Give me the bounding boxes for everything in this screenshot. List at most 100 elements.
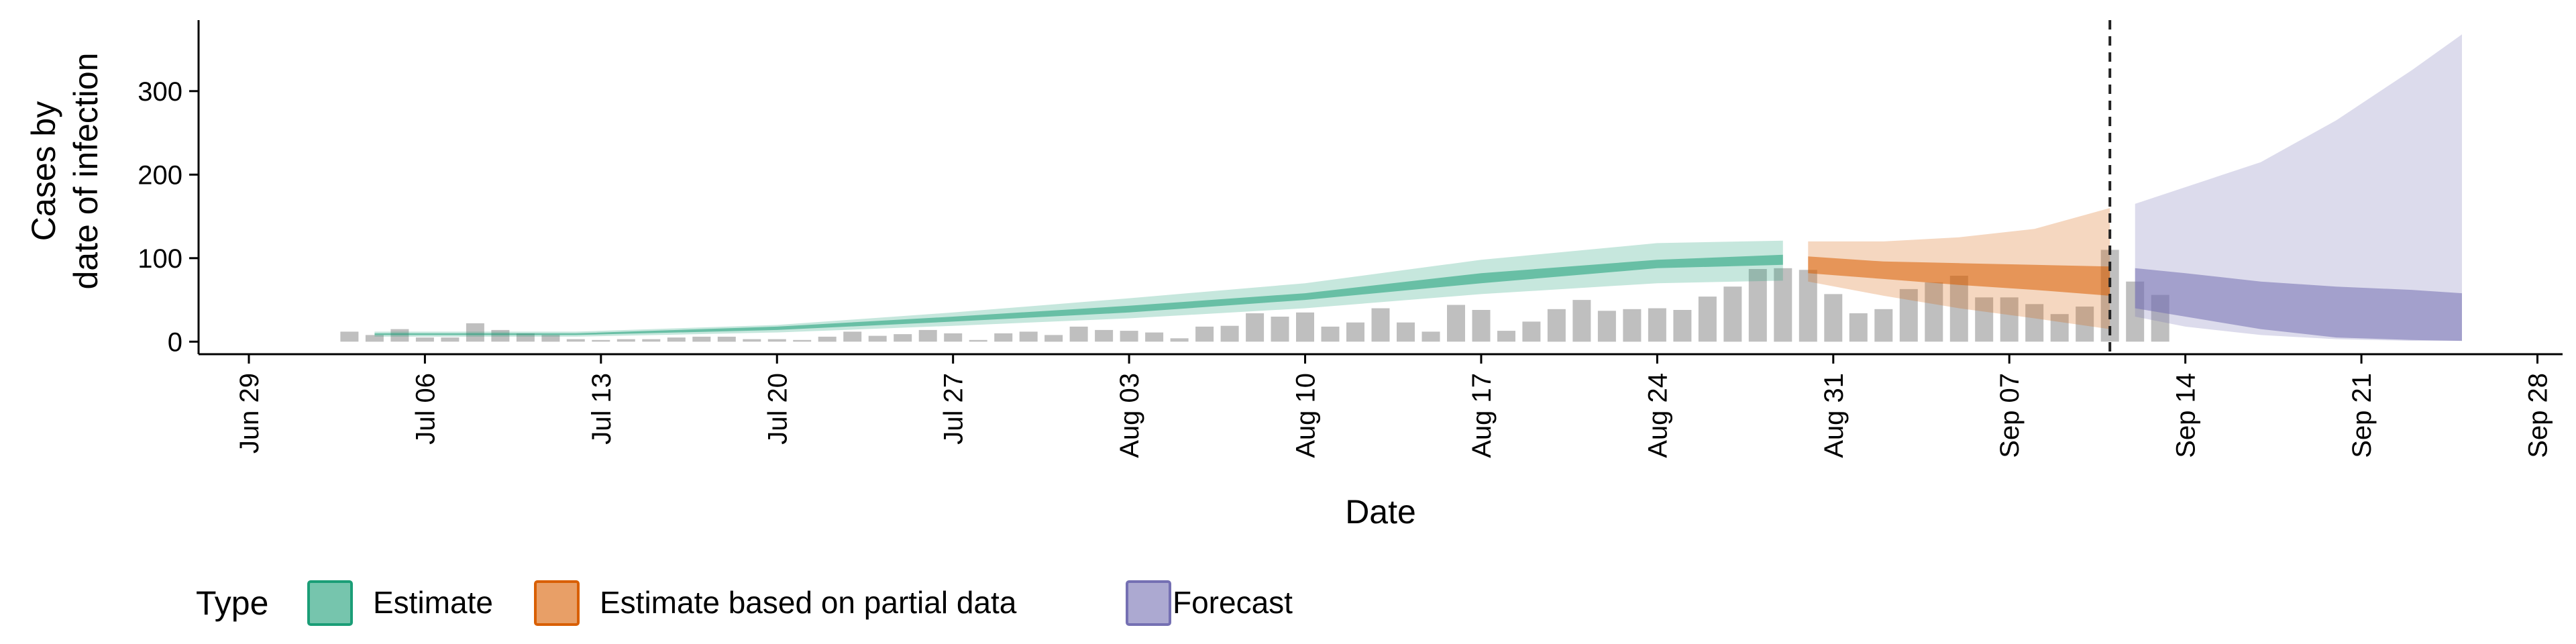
observed-bar-Aug-19: [1522, 321, 1541, 342]
y-tick-label-100: 100: [138, 244, 182, 274]
x-axis-title: Date: [1345, 493, 1416, 531]
ribbon-outer-estimate: [374, 240, 1783, 337]
observed-bar-Sep-07: [2000, 297, 2019, 342]
observed-bar-Jul-09: [491, 329, 510, 342]
observed-bar-Aug-23: [1623, 309, 1642, 342]
observed-bar-Aug-25: [1673, 310, 1692, 342]
observed-bar-Jul-03: [340, 331, 359, 342]
x-tick-label-Aug-31: Aug 31: [1819, 373, 1849, 458]
observed-bar-Aug-14: [1397, 322, 1415, 342]
x-tick-label-Jun-29: Jun 29: [235, 373, 264, 453]
legend-title: Type: [196, 584, 268, 622]
observed-bar-Jul-05: [390, 329, 409, 342]
observed-bar-Aug-01: [1069, 326, 1088, 342]
observed-bar-Aug-06: [1195, 326, 1214, 342]
observed-bar-Sep-02: [1874, 309, 1893, 342]
observed-bar-Aug-05: [1170, 338, 1189, 342]
observed-bar-Aug-29: [1774, 268, 1792, 342]
observed-bar-Aug-04: [1145, 332, 1164, 342]
observed-bar-Aug-21: [1572, 300, 1591, 342]
plot-area: [340, 20, 2462, 354]
ribbon-inner-estimate-based-on-partial-data: [1808, 256, 2110, 296]
observed-bar-Aug-16: [1447, 305, 1465, 342]
observed-bar-Aug-30: [1799, 270, 1817, 342]
observed-bar-Sep-08: [2025, 304, 2044, 342]
observed-bar-Aug-10: [1296, 312, 1314, 342]
observed-bar-Jul-10: [516, 333, 535, 342]
observed-bar-Aug-07: [1220, 325, 1239, 342]
x-tick-label-Sep-28: Sep 28: [2524, 373, 2553, 458]
observed-bar-Aug-28: [1748, 269, 1767, 342]
observed-bar-Aug-26: [1698, 297, 1717, 342]
y-axis-title: Cases by date of infection: [25, 52, 105, 289]
observed-bar-Sep-09: [2050, 314, 2069, 342]
legend-swatch-estimate: [307, 580, 353, 626]
observed-bar-Aug-17: [1472, 310, 1491, 342]
x-tick-label-Sep-21: Sep 21: [2347, 373, 2377, 458]
observed-bar-Sep-05: [1949, 276, 1968, 342]
observed-bar-Jul-11: [541, 335, 560, 342]
observed-bar-Jul-25: [894, 334, 912, 342]
ribbon-outer-forecast: [2135, 34, 2462, 341]
observed-bar-Aug-20: [1547, 309, 1566, 342]
ribbon-inner-estimate: [374, 254, 1783, 335]
observed-bar-Jul-13: [592, 339, 610, 342]
observed-bar-Aug-12: [1346, 322, 1364, 342]
x-tick-label-Aug-03: Aug 03: [1115, 373, 1144, 458]
y-tick-label-0: 0: [168, 327, 182, 357]
observed-bar-Jul-16: [667, 337, 686, 342]
x-tick-label-Jul-20: Jul 20: [763, 373, 792, 445]
observed-bar-Aug-09: [1271, 317, 1289, 342]
observed-bar-Jul-17: [692, 336, 711, 342]
legend-label-forecast: Forecast: [1173, 585, 1293, 620]
observed-bar-Jul-04: [365, 335, 384, 342]
observed-bar-Jul-28: [969, 339, 987, 342]
observed-bar-Jul-06: [415, 337, 434, 342]
ribbon-inner-forecast: [2135, 268, 2462, 341]
x-tick-label-Aug-24: Aug 24: [1643, 373, 1672, 458]
legend-label-partial: Estimate based on partial data: [600, 585, 1017, 620]
observed-bar-Sep-06: [1975, 297, 1994, 342]
x-tick-label-Jul-27: Jul 27: [939, 373, 969, 445]
y-axis-title-line-1: Cases by: [25, 101, 62, 241]
observed-bar-Jul-12: [566, 339, 585, 342]
x-tick-label-Sep-07: Sep 07: [1995, 373, 2025, 458]
observed-bar-Aug-11: [1321, 326, 1340, 342]
y-axis-title-line-2: date of infection: [67, 52, 105, 289]
legend: Type Estimate Estimate based on partial …: [196, 580, 1293, 626]
observed-bar-Jul-26: [918, 329, 937, 342]
observed-bar-Jul-23: [843, 331, 862, 342]
x-tick-label-Aug-10: Aug 10: [1291, 373, 1321, 458]
observed-bar-Aug-02: [1095, 329, 1114, 342]
observed-bar-Jul-15: [642, 339, 661, 342]
observed-bar-Aug-15: [1421, 331, 1440, 342]
observed-bar-Jul-24: [868, 335, 887, 342]
observed-bar-Jul-30: [1019, 331, 1038, 342]
observed-bar-Aug-13: [1371, 308, 1390, 342]
y-tick-label-200: 200: [138, 160, 182, 190]
observed-bar-Aug-08: [1246, 313, 1265, 342]
observed-bar-Aug-24: [1648, 308, 1666, 342]
observed-bar-Jul-31: [1044, 335, 1063, 342]
observed-bar-Jul-19: [743, 339, 761, 342]
observed-bar-Aug-18: [1497, 331, 1515, 342]
observed-bar-Aug-22: [1597, 311, 1616, 342]
legend-swatch-forecast: [1126, 580, 1171, 626]
legend-label-estimate: Estimate: [373, 585, 493, 620]
observed-bar-Jul-21: [793, 339, 812, 342]
observed-bar-Aug-27: [1723, 286, 1742, 342]
x-tick-label-Aug-17: Aug 17: [1467, 373, 1497, 458]
x-tick-label-Jul-13: Jul 13: [587, 373, 616, 445]
observed-bar-Jul-20: [767, 339, 786, 342]
observed-bar-Sep-03: [1899, 288, 1918, 342]
y-tick-label-300: 300: [138, 77, 182, 107]
observed-bar-Jul-18: [717, 336, 736, 342]
observed-bar-Jul-22: [818, 336, 837, 342]
observed-bar-Jul-27: [944, 333, 963, 342]
axes: 0 100 200 300 Jun 29 Jul 06 Jul 13 Jul 20 Jul 27…: [138, 20, 2563, 458]
observed-bar-Sep-04: [1925, 282, 1943, 342]
x-tick-label-Sep-14: Sep 14: [2171, 373, 2201, 458]
observed-bar-Jul-08: [466, 323, 484, 342]
observed-bar-Sep-01: [1849, 313, 1868, 342]
